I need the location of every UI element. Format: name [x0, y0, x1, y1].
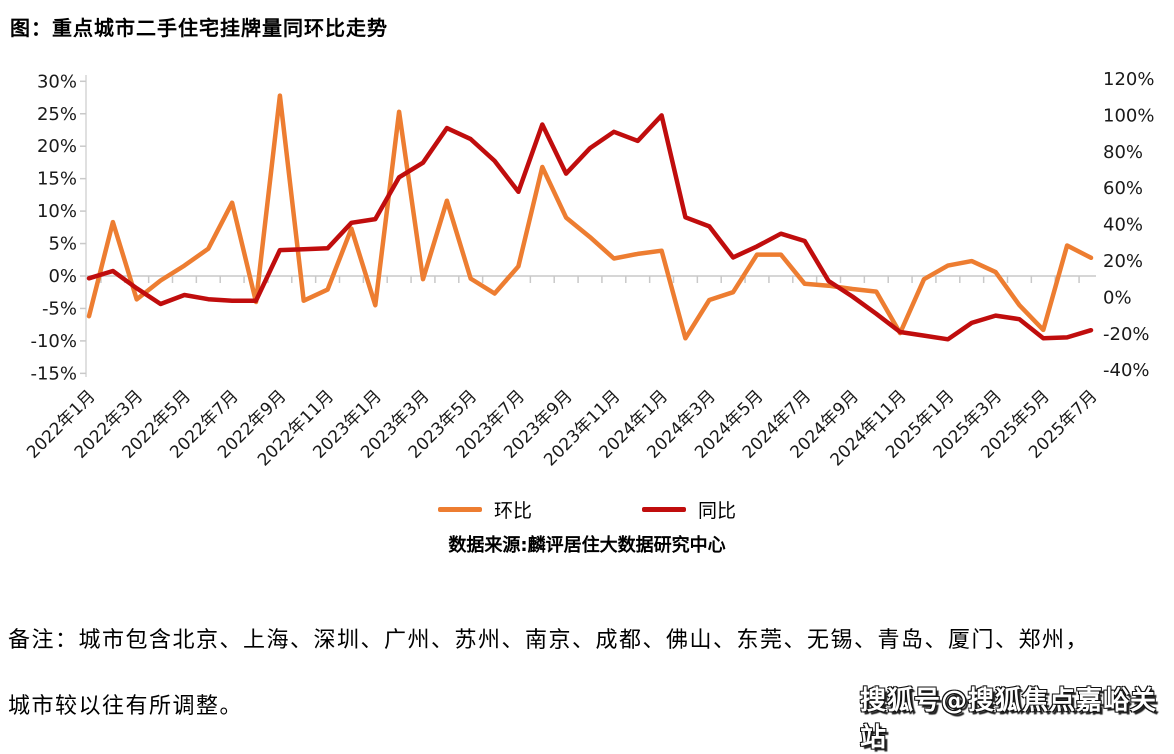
right-axis-label: 120% [1103, 69, 1154, 90]
right-axis-label: 60% [1103, 178, 1143, 199]
left-axis-label: 30% [37, 71, 77, 92]
legend-label-mom: 环比 [493, 500, 532, 522]
line-chart: 30% 25% 20% 15% 10% 5% 0% -5% -10% -15% 120% 100% 80… [23, 69, 1154, 470]
right-axis-label: -40% [1103, 360, 1150, 381]
mom-line-swatch [437, 507, 482, 512]
legend-item-mom: 环比 [437, 496, 532, 523]
right-axis-label: -20% [1103, 324, 1150, 345]
page: { "title": "图：重点城市二手住宅挂牌量同环比走势", "source… [0, 16, 1174, 753]
footnote-line1: 备注：城市包含北京、上海、深圳、广州、苏州、南京、成都、佛山、东莞、无锡、青岛、… [8, 628, 1090, 653]
yoy-line-swatch [642, 507, 686, 512]
left-axis-label: 20% [37, 136, 77, 157]
right-axis-label: 0% [1103, 287, 1132, 308]
right-axis-label: 40% [1103, 215, 1143, 236]
left-axis-label: 15% [37, 169, 77, 190]
right-axis-label: 80% [1103, 142, 1143, 163]
watermark: 搜狐号@搜狐焦点嘉峪关站 [860, 686, 1158, 753]
footnote-line2: 城市较以往有所调整。 [8, 694, 244, 719]
chart-title: 图：重点城市二手住宅挂牌量同环比走势 [10, 16, 388, 40]
left-axis-label: 5% [48, 234, 77, 255]
chart-legend: 环比 同比 [0, 496, 1174, 523]
chart-area: 30% 25% 20% 15% 10% 5% 0% -5% -10% -15% 120% 100% 80… [23, 69, 1154, 470]
left-axis-label: 10% [37, 201, 77, 222]
legend-label-yoy: 同比 [698, 500, 737, 522]
left-axis-label: -15% [30, 363, 77, 384]
legend-item-yoy: 同比 [642, 496, 736, 523]
data-source: 数据来源:麟评居住大数据研究中心 [448, 535, 726, 556]
left-axis-label: -10% [30, 331, 77, 352]
left-axis-label: -5% [42, 298, 77, 319]
left-axis-label: 25% [37, 104, 77, 125]
left-axis-label: 0% [48, 266, 77, 287]
yoy-series-line [86, 113, 1094, 342]
right-axis-label: 100% [1103, 105, 1154, 126]
right-axis-label: 20% [1103, 251, 1143, 272]
